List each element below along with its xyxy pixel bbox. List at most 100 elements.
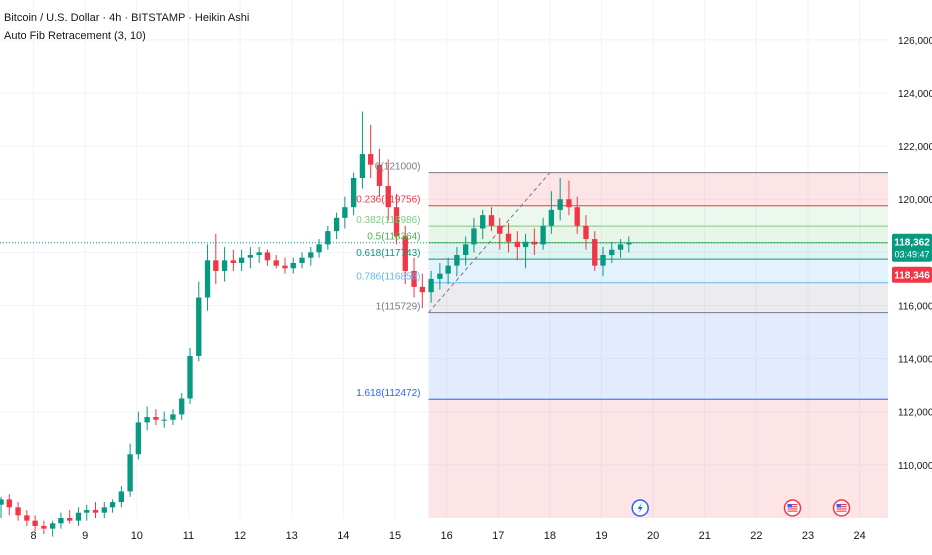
candle <box>316 239 322 258</box>
candle <box>153 409 159 426</box>
candle-body <box>316 244 322 253</box>
candle <box>333 212 340 240</box>
candle-body <box>437 273 443 279</box>
candle-body <box>574 207 580 226</box>
candle-body <box>24 515 30 521</box>
candle-body <box>609 249 615 256</box>
candle <box>428 270 434 303</box>
y-tick-label: 126,000 <box>898 36 932 47</box>
y-tick-label: 110,000 <box>898 461 932 472</box>
candle <box>497 217 503 250</box>
candle <box>75 507 82 526</box>
candle <box>463 236 469 266</box>
candle <box>626 236 632 253</box>
x-tick-label: 12 <box>234 530 246 542</box>
bid-price-tag <box>892 266 932 283</box>
x-tick-label: 8 <box>30 530 36 542</box>
x-tick-label: 10 <box>131 530 143 542</box>
candle <box>144 406 150 431</box>
candle-body <box>463 244 469 256</box>
candle-body <box>308 252 314 258</box>
x-tick-label: 17 <box>492 530 504 542</box>
candle-body <box>480 215 486 229</box>
bid-price-label: 118,346 <box>894 271 930 282</box>
candle <box>445 257 451 285</box>
fib-level-label: 0.382(118986) <box>356 215 420 226</box>
candle-body <box>411 270 417 287</box>
candle <box>376 148 383 197</box>
candle-body <box>505 233 512 242</box>
candle <box>92 502 99 518</box>
candle-body <box>419 286 425 293</box>
candle-body <box>531 241 538 245</box>
last-price-tag <box>892 233 932 262</box>
candle-body <box>204 260 211 298</box>
y-tick-label: 120,000 <box>898 195 932 206</box>
indicator-label[interactable]: Auto Fib Retracement (3, 10) <box>4 30 146 42</box>
candle <box>385 159 391 221</box>
flag-stripe <box>836 508 847 510</box>
candle-body <box>376 164 383 186</box>
flag-stripe <box>836 510 847 512</box>
candle <box>187 347 193 404</box>
candle <box>393 193 400 245</box>
candle-body <box>445 265 451 274</box>
candle <box>411 257 417 298</box>
candle <box>359 111 366 189</box>
candle-body <box>333 217 340 232</box>
candle-body <box>617 244 624 250</box>
flag-event-circle <box>783 499 802 517</box>
y-tick-label: 122,000 <box>898 142 932 153</box>
fib-band <box>428 172 888 206</box>
candle-body <box>49 523 56 529</box>
candle-body <box>238 257 245 263</box>
candle-body <box>583 225 589 240</box>
candle <box>522 233 529 269</box>
candle <box>135 411 142 460</box>
candle-body <box>514 241 520 248</box>
candle-body <box>256 252 262 256</box>
candle-body <box>454 255 460 266</box>
candle-body <box>566 199 572 208</box>
candle <box>514 231 520 261</box>
candle <box>505 223 512 253</box>
candle-body <box>41 525 47 529</box>
us-flag-event-icon <box>832 499 851 517</box>
candle-body <box>548 209 555 226</box>
candle <box>24 510 30 526</box>
candle-body <box>135 422 142 455</box>
candle-body <box>101 507 107 513</box>
candle-body <box>471 228 477 245</box>
candle-body <box>428 278 434 293</box>
candle-body <box>299 257 305 263</box>
x-tick-label: 14 <box>337 530 349 542</box>
flag-stripe <box>787 504 798 506</box>
x-tick-label: 13 <box>286 530 298 542</box>
fib-band <box>428 282 888 313</box>
candle <box>480 209 486 240</box>
candle-body <box>196 297 202 356</box>
candle <box>531 228 538 256</box>
candle <box>574 196 580 234</box>
flag-stripe <box>787 510 798 512</box>
bar-countdown-label: 03:49:47 <box>894 250 929 260</box>
x-tick-label: 22 <box>750 530 762 542</box>
candle-body <box>221 260 228 271</box>
candle <box>15 502 21 521</box>
candle <box>290 257 296 274</box>
candle <box>6 494 12 516</box>
candle <box>256 247 262 263</box>
x-tick-label: 20 <box>647 530 659 542</box>
candle-body <box>144 417 150 423</box>
candle-body <box>540 225 546 245</box>
candle-body <box>213 260 219 271</box>
candle-body <box>393 207 400 237</box>
x-tick-label: 16 <box>440 530 452 542</box>
x-tick-label: 19 <box>595 530 607 542</box>
candle <box>600 247 606 277</box>
fib-band <box>428 242 888 260</box>
candle <box>308 247 314 266</box>
candle <box>609 241 615 263</box>
